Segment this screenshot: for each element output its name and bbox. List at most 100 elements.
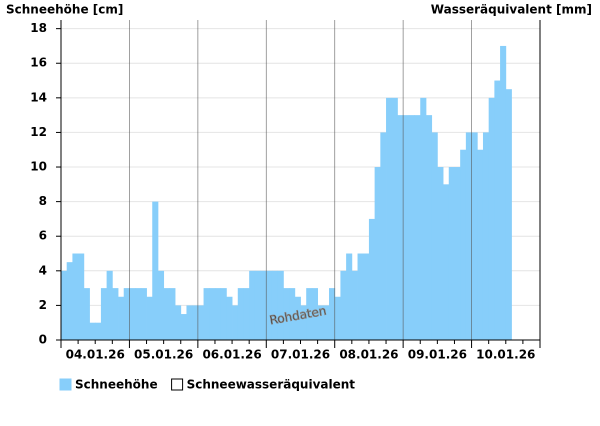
bar (454, 167, 461, 340)
bar (346, 253, 353, 340)
bar (61, 270, 68, 340)
y-axis-label: Schneehöhe [cm] (6, 3, 123, 17)
bar (368, 218, 376, 340)
legend-label: Schneewasseräquivalent (187, 378, 356, 392)
bar (294, 296, 301, 340)
bar (500, 45, 507, 340)
legend-swatch (59, 378, 72, 391)
bar (237, 288, 244, 340)
bar (249, 270, 256, 340)
bar (334, 296, 341, 340)
x-tick-label: 05.01.26 (134, 348, 193, 362)
bar (329, 288, 336, 340)
bar (425, 115, 433, 340)
bar (157, 270, 165, 340)
bar (135, 288, 142, 340)
y-tick-label: 0 (39, 333, 47, 347)
bar (386, 97, 393, 341)
bar (146, 296, 153, 340)
bar (471, 132, 478, 340)
legend-swatch (171, 378, 184, 391)
bar (443, 184, 450, 340)
bar (482, 132, 490, 340)
y-tick-label: 2 (39, 298, 47, 312)
bar (271, 270, 279, 340)
bar (283, 288, 290, 340)
bar (186, 305, 193, 340)
bar (118, 296, 125, 340)
bar (169, 288, 176, 340)
bar (266, 270, 273, 340)
bar (380, 132, 387, 340)
bar (403, 115, 410, 340)
y-tick-label: 18 (30, 21, 47, 35)
bar (106, 270, 113, 340)
bar (317, 305, 324, 340)
bar (140, 288, 147, 340)
bar (163, 288, 170, 340)
x-tick-label: 08.01.26 (339, 348, 398, 362)
bar (374, 167, 381, 340)
bar (306, 288, 313, 340)
bar (414, 115, 421, 340)
y-tick-label: 4 (39, 263, 47, 277)
x-tick-label: 09.01.26 (408, 348, 467, 362)
bar (83, 288, 90, 340)
y-tick-label: 10 (30, 160, 47, 174)
bar (505, 89, 512, 341)
y2-axis-label: Wasseräquivalent [mm] (431, 3, 592, 17)
bar (226, 296, 233, 340)
y-tick-label: 14 (30, 90, 47, 104)
bar (180, 314, 187, 340)
bar (197, 305, 204, 340)
bar (323, 305, 330, 340)
bar (408, 115, 415, 340)
bar (78, 253, 85, 340)
bar (260, 270, 267, 340)
bar (123, 288, 130, 340)
bar (397, 115, 404, 340)
bar (448, 167, 455, 340)
x-tick-label: 07.01.26 (271, 348, 330, 362)
bar (232, 305, 239, 340)
y-tick-label: 16 (30, 56, 47, 70)
bar (363, 253, 370, 340)
bar (277, 270, 284, 340)
y-tick-label: 12 (30, 125, 47, 139)
bar (351, 270, 358, 340)
bar (89, 322, 96, 340)
bar (465, 132, 472, 340)
bar (420, 97, 427, 341)
bar (391, 97, 398, 341)
bar (431, 132, 438, 340)
y-tick-label: 6 (39, 229, 47, 243)
x-tick-label: 04.01.26 (66, 348, 125, 362)
bar (66, 262, 73, 340)
bar (437, 167, 444, 340)
bar (192, 305, 199, 340)
bar (214, 288, 222, 340)
bar (254, 270, 261, 340)
bar (152, 201, 159, 340)
bar (460, 149, 467, 340)
bar (72, 253, 79, 340)
bar (112, 288, 119, 340)
bar (243, 288, 250, 340)
bar (209, 288, 216, 340)
x-tick-label: 06.01.26 (202, 348, 261, 362)
bar (289, 288, 296, 340)
legend-label: Schneehöhe (75, 378, 158, 392)
bar (203, 288, 210, 340)
bar (100, 288, 108, 340)
bar (488, 97, 495, 341)
bar (340, 270, 347, 340)
y-tick-label: 8 (39, 194, 47, 208)
bar (300, 305, 307, 340)
bar (311, 288, 319, 340)
bar (95, 322, 102, 340)
bar (129, 288, 136, 340)
bar (477, 149, 484, 340)
bar (220, 288, 227, 340)
bar (494, 80, 501, 341)
